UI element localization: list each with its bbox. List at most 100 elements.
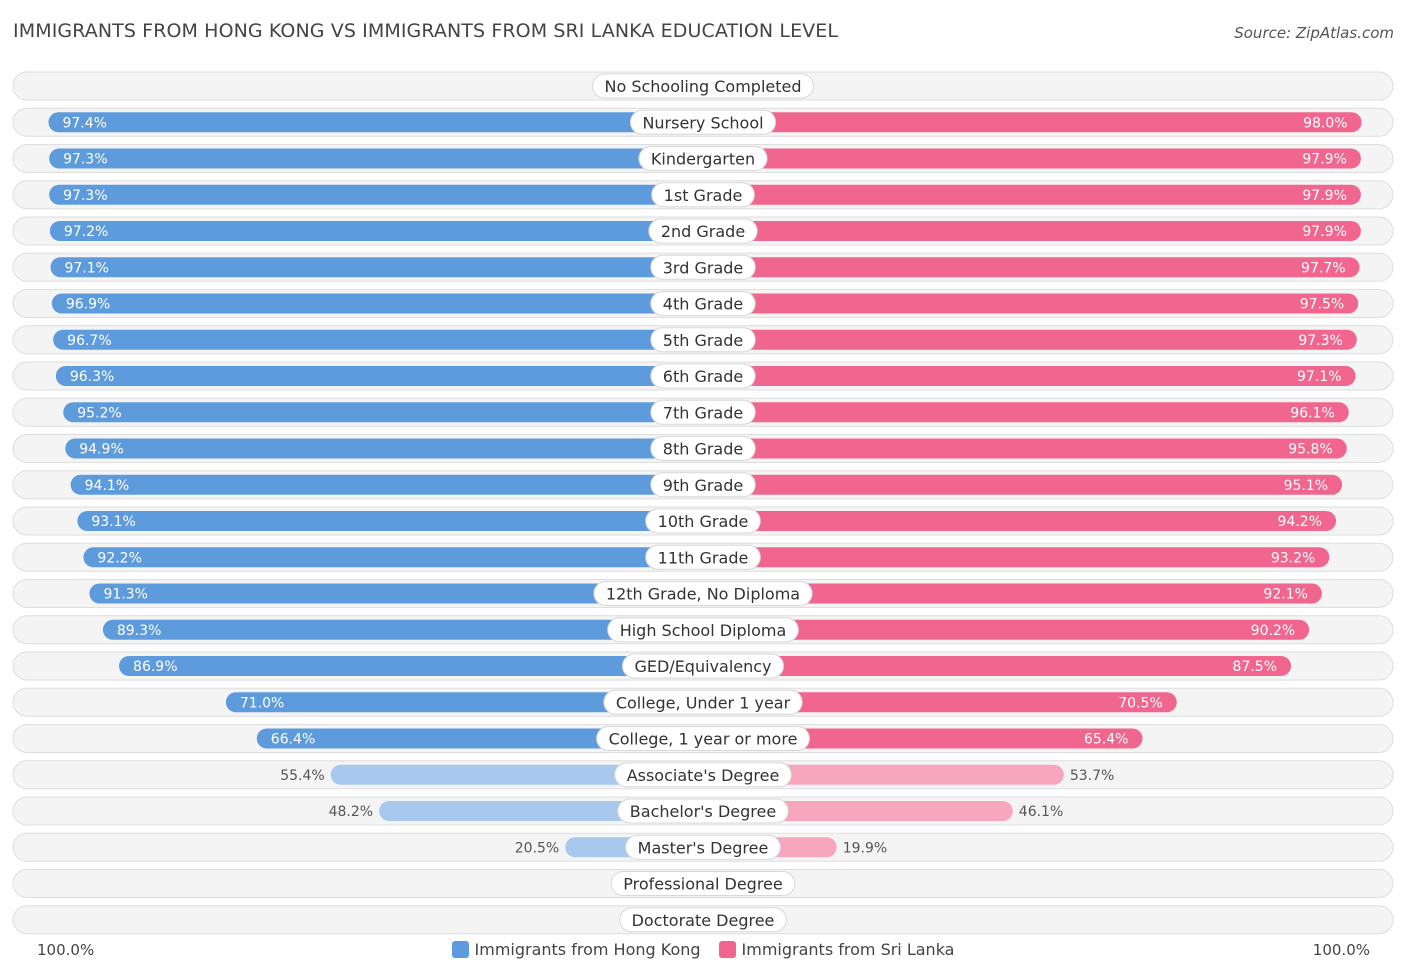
category-pill-no-schooling-completed bbox=[591, 73, 815, 99]
value-label-sri-lanka-11th-grade: 93.2% bbox=[1271, 550, 1315, 566]
category-pill-2nd-grade bbox=[648, 218, 758, 244]
category-pill-1st-grade bbox=[651, 182, 755, 208]
education-bar-chart: 2.7%2.0%No Schooling Completed97.4%98.0%… bbox=[12, 71, 1394, 935]
value-label-sri-lanka-7th-grade: 96.1% bbox=[1290, 405, 1334, 421]
value-label-sri-lanka-4th-grade: 97.5% bbox=[1300, 297, 1344, 313]
bar-hong-kong-associate-s-degree bbox=[330, 764, 703, 785]
category-label-6th-grade: 6th Grade bbox=[663, 367, 743, 386]
value-label-hong-kong-7th-grade: 95.2% bbox=[77, 405, 121, 421]
category-pill-4th-grade bbox=[650, 291, 756, 316]
category-pill-nursery-school bbox=[629, 109, 777, 135]
value-label-hong-kong-4th-grade: 96.9% bbox=[66, 297, 110, 313]
category-label-ged-equivalency: GED/Equivalency bbox=[634, 657, 771, 676]
category-label-8th-grade: 8th Grade bbox=[663, 440, 743, 459]
value-label-hong-kong-11th-grade: 92.2% bbox=[97, 550, 141, 566]
value-label-hong-kong-9th-grade: 94.1% bbox=[85, 478, 129, 494]
value-label-sri-lanka-college-under-1-year: 70.5% bbox=[1118, 695, 1162, 711]
legend-label-sri-lanka: Immigrants from Sri Lanka bbox=[741, 940, 955, 959]
value-label-sri-lanka-master-s-degree: 19.9% bbox=[843, 840, 887, 856]
category-label-high-school-diploma: High School Diploma bbox=[620, 621, 787, 640]
value-label-sri-lanka-nursery-school: 98.0% bbox=[1303, 115, 1347, 131]
category-pill-associate-s-degree bbox=[614, 762, 792, 788]
bar-sri-lanka-9th-grade bbox=[703, 474, 1343, 495]
axis-left-label: 100.0% bbox=[37, 941, 95, 959]
category-pill-college-under-1-year bbox=[603, 689, 803, 715]
axis-right-label: 100.0% bbox=[1312, 941, 1370, 959]
bar-sri-lanka-ged-equivalency bbox=[703, 656, 1291, 676]
category-pill-3rd-grade bbox=[650, 254, 756, 280]
value-label-hong-kong-college-1-year-or-more: 66.4% bbox=[271, 732, 315, 748]
legend-label-hong-kong: Immigrants from Hong Kong bbox=[474, 940, 701, 959]
bar-sri-lanka-5th-grade bbox=[703, 329, 1357, 350]
bar-sri-lanka-7th-grade bbox=[703, 402, 1349, 423]
category-label-10th-grade: 10th Grade bbox=[658, 512, 749, 531]
value-label-sri-lanka-6th-grade: 97.1% bbox=[1297, 369, 1341, 385]
category-pill-professional-degree bbox=[610, 871, 796, 896]
bar-sri-lanka-10th-grade bbox=[703, 511, 1337, 531]
bar-hong-kong-4th-grade bbox=[51, 293, 703, 314]
category-pill-6th-grade bbox=[650, 363, 756, 389]
bar-sri-lanka-1st-grade bbox=[703, 184, 1361, 205]
category-label-5th-grade: 5th Grade bbox=[663, 331, 743, 350]
category-pill-11th-grade bbox=[645, 544, 761, 570]
legend-swatch-sri-lanka bbox=[718, 941, 736, 958]
bar-sri-lanka-college-under-1-year bbox=[703, 692, 1177, 713]
category-pill-12th-grade-no-diploma bbox=[593, 581, 813, 606]
chart-title: IMMIGRANTS FROM HONG KONG VS IMMIGRANTS … bbox=[13, 20, 839, 42]
bar-sri-lanka-college-1-year-or-more bbox=[703, 728, 1143, 749]
value-label-hong-kong-master-s-degree: 20.5% bbox=[515, 840, 559, 856]
bar-hong-kong-kindergarten bbox=[49, 148, 704, 169]
bar-sri-lanka-4th-grade bbox=[703, 293, 1359, 314]
category-pill-kindergarten bbox=[638, 146, 768, 171]
category-label-master-s-degree: Master's Degree bbox=[638, 838, 769, 857]
category-label-professional-degree: Professional Degree bbox=[623, 875, 782, 894]
category-label-college-under-1-year: College, Under 1 year bbox=[616, 693, 791, 712]
value-label-sri-lanka-5th-grade: 97.3% bbox=[1298, 333, 1342, 349]
value-label-sri-lanka-high-school-diploma: 90.2% bbox=[1251, 623, 1295, 639]
value-label-hong-kong-nursery-school: 97.4% bbox=[62, 115, 106, 131]
value-label-sri-lanka-2nd-grade: 97.9% bbox=[1302, 224, 1346, 240]
bar-hong-kong-11th-grade bbox=[83, 547, 703, 568]
category-pill-master-s-degree bbox=[625, 834, 781, 860]
category-pill-8th-grade bbox=[650, 436, 756, 461]
source-credit: Source: ZipAtlas.com bbox=[1234, 24, 1394, 42]
legend-item-sri-lanka: Immigrants from Sri Lanka bbox=[718, 940, 955, 959]
value-label-hong-kong-1st-grade: 97.3% bbox=[63, 188, 107, 204]
bar-hong-kong-9th-grade bbox=[70, 474, 703, 495]
legend-item-hong-kong: Immigrants from Hong Kong bbox=[451, 940, 701, 959]
bar-hong-kong-7th-grade bbox=[63, 402, 704, 423]
category-pill-9th-grade bbox=[650, 472, 756, 498]
category-label-doctorate-degree: Doctorate Degree bbox=[632, 911, 775, 930]
category-label-kindergarten: Kindergarten bbox=[651, 150, 755, 169]
value-label-sri-lanka-1st-grade: 97.9% bbox=[1302, 188, 1346, 204]
bar-hong-kong-ged-equivalency bbox=[119, 656, 704, 676]
bar-sri-lanka-6th-grade bbox=[703, 366, 1356, 386]
category-pill-10th-grade bbox=[645, 508, 761, 534]
category-label-college-1-year-or-more: College, 1 year or more bbox=[609, 730, 798, 749]
bar-hong-kong-6th-grade bbox=[55, 366, 703, 386]
value-label-hong-kong-12th-grade-no-diploma: 91.3% bbox=[103, 587, 147, 603]
bar-hong-kong-2nd-grade bbox=[49, 221, 704, 241]
bar-hong-kong-10th-grade bbox=[77, 511, 704, 531]
bar-hong-kong-1st-grade bbox=[49, 184, 704, 205]
category-label-3rd-grade: 3rd Grade bbox=[663, 258, 744, 277]
bar-hong-kong-high-school-diploma bbox=[102, 619, 704, 640]
category-label-7th-grade: 7th Grade bbox=[663, 403, 743, 422]
value-label-hong-kong-ged-equivalency: 86.9% bbox=[133, 659, 177, 675]
value-label-sri-lanka-associate-s-degree: 53.7% bbox=[1070, 768, 1114, 784]
value-label-sri-lanka-bachelor-s-degree: 46.1% bbox=[1019, 804, 1063, 820]
bar-sri-lanka-kindergarten bbox=[703, 148, 1361, 169]
legend-swatch-hong-kong bbox=[451, 941, 469, 958]
bar-sri-lanka-11th-grade bbox=[703, 547, 1330, 568]
category-label-12th-grade-no-diploma: 12th Grade, No Diploma bbox=[606, 585, 800, 604]
category-label-nursery-school: Nursery School bbox=[642, 113, 763, 132]
category-pill-ged-equivalency bbox=[621, 653, 785, 679]
bar-sri-lanka-12th-grade-no-diploma bbox=[703, 583, 1322, 604]
bar-hong-kong-3rd-grade bbox=[50, 257, 704, 278]
category-pill-5th-grade bbox=[650, 327, 756, 353]
category-pill-high-school-diploma bbox=[607, 617, 799, 643]
category-label-4th-grade: 4th Grade bbox=[663, 295, 743, 314]
bar-hong-kong-nursery-school bbox=[48, 112, 704, 133]
bar-hong-kong-college-1-year-or-more bbox=[256, 728, 703, 749]
value-label-hong-kong-10th-grade: 93.1% bbox=[91, 514, 135, 530]
